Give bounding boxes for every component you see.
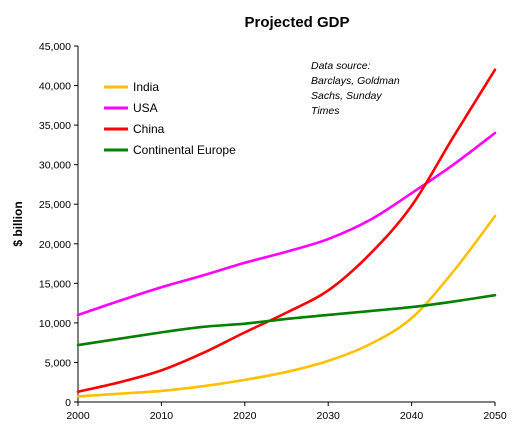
x-axis-ticks: 2000 2010 2020 2030 2040 2050 <box>66 402 507 422</box>
y-tick-label: 30,000 <box>39 160 71 172</box>
y-axis-ticks: 0 5,000 10,000 15,000 20,000 25,000 30,000 35,0… <box>39 41 78 409</box>
legend-label-continental-europe: Continental Europe <box>133 143 236 157</box>
series-line-india <box>76 214 497 398</box>
data-source-line: Sachs, Sunday <box>311 90 382 102</box>
legend-label-usa: USA <box>133 101 158 115</box>
data-source-line: Times <box>311 105 340 117</box>
y-tick-label: 10,000 <box>39 318 71 330</box>
legend: India USA China Continental Europe <box>104 80 236 157</box>
data-source-line: Data source: <box>311 60 371 72</box>
legend-label-india: India <box>133 80 159 94</box>
x-tick-label: 2000 <box>66 410 90 422</box>
series-line-continental-europe <box>76 293 497 347</box>
y-tick-label: 45,000 <box>39 41 71 53</box>
y-tick-label: 20,000 <box>39 239 71 251</box>
y-tick-label: 35,000 <box>39 120 71 132</box>
series-line-china <box>76 68 497 394</box>
chart-title: Projected GDP <box>244 14 349 31</box>
series-line-usa <box>76 131 497 317</box>
series-lines <box>76 68 497 398</box>
y-tick-label: 0 <box>65 397 71 409</box>
y-tick-label: 40,000 <box>39 81 71 93</box>
x-tick-label: 2020 <box>233 410 257 422</box>
legend-label-china: China <box>133 122 165 136</box>
x-tick-label: 2040 <box>400 410 424 422</box>
data-source-note: Data source: Barclays, Goldman Sachs, Sund… <box>311 60 400 117</box>
y-axis-label: $ billion <box>11 201 25 246</box>
x-tick-label: 2010 <box>150 410 174 422</box>
x-tick-label: 2050 <box>483 410 507 422</box>
y-tick-label: 15,000 <box>39 278 71 290</box>
y-tick-label: 25,000 <box>39 199 71 211</box>
y-tick-label: 5,000 <box>45 357 71 369</box>
data-source-line: Barclays, Goldman <box>311 75 400 87</box>
plot-area <box>77 46 495 403</box>
x-tick-label: 2030 <box>317 410 341 422</box>
